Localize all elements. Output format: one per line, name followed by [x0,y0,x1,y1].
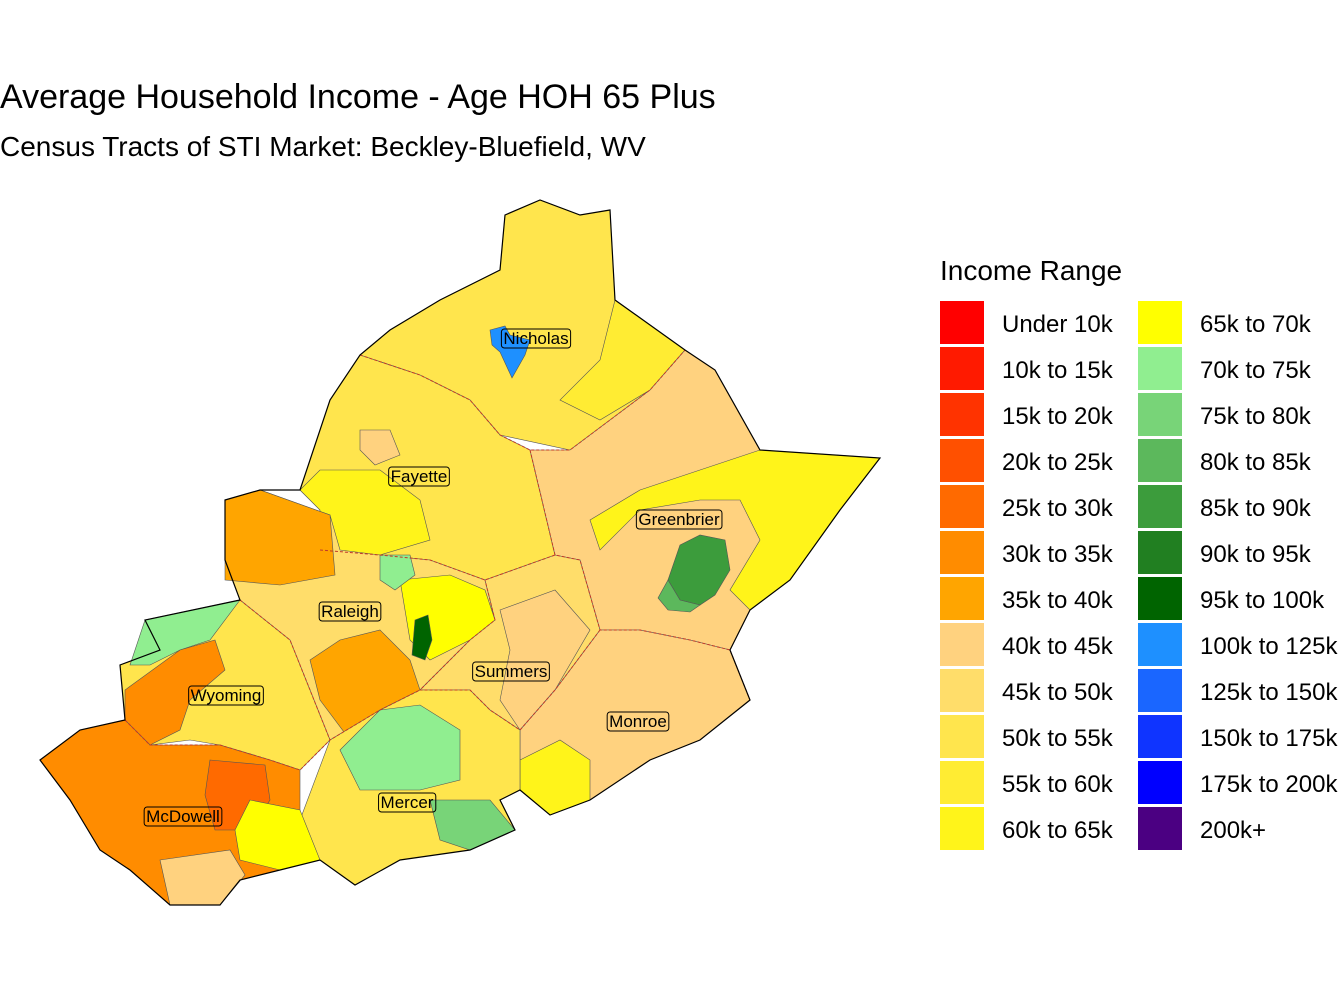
legend-label: 30k to 35k [1002,541,1114,568]
county-label: Mercer [381,793,434,812]
legend-swatch [940,623,984,666]
county-label-box [143,806,223,827]
legend-label: 65k to 70k [1200,311,1312,338]
county-label: McDowell [146,807,220,826]
region [379,554,416,591]
county-label-box [635,509,723,530]
county-label: Summers [475,662,548,681]
legend-label: 40k to 45k [1002,633,1114,660]
county-label-box [318,601,382,622]
legend-label: Under 10k [1002,311,1114,338]
legend-label: 125k to 150k [1200,679,1338,706]
legend-label: 175k to 200k [1200,771,1338,798]
county-border [529,449,751,701]
county-label-box [188,685,264,706]
county-label-box [388,466,450,487]
legend-label: 200k+ [1200,817,1266,844]
county-label: Monroe [609,712,667,731]
county-label: Wyoming [191,686,262,705]
map [39,199,882,906]
legend-swatch [1138,531,1182,574]
legend-swatch [1138,761,1182,804]
legend-label: 25k to 30k [1002,495,1114,522]
legend-label: 10k to 15k [1002,357,1114,384]
legend-label: 70k to 75k [1200,357,1312,384]
county-border [359,349,686,451]
legend-label: 90k to 95k [1200,541,1312,568]
legend-label: 80k to 85k [1200,449,1312,476]
legend-swatch [940,577,984,620]
legend-label: 55k to 60k [1002,771,1114,798]
legend-swatch [1138,439,1182,482]
market-outline [39,199,882,906]
county-label: Fayette [391,467,448,486]
legend-label: 150k to 175k [1200,725,1338,752]
subtitle: Census Tracts of STI Market: Beckley-Blu… [0,131,646,162]
legend-swatch [940,531,984,574]
legend: Under 10k 10k to 15k 15k to 20k 20k to 25k 2… [940,301,1338,850]
region [359,429,401,466]
legend-swatch [1138,669,1182,712]
legend-swatch [940,669,984,712]
legend-swatch [1138,347,1182,390]
legend-swatch [1138,623,1182,666]
county-border [418,579,601,731]
legend-swatch [1138,485,1182,528]
legend-swatch [940,393,984,436]
county-label-box [500,328,572,349]
county-label-box [472,661,550,682]
legend-label: 15k to 20k [1002,403,1114,430]
legend-title: Income Range [940,255,1122,286]
county-label: Greenbrier [638,510,720,529]
county-label-box [606,711,670,732]
legend-label: 45k to 50k [1002,679,1114,706]
legend-label: 75k to 80k [1200,403,1312,430]
county-labels: Nicholas Fayette Greenbrier Raleigh Summers W… [143,328,723,827]
legend-swatch [1138,577,1182,620]
legend-swatch [1138,807,1182,850]
legend-swatch [940,347,984,390]
legend-label: 95k to 100k [1200,587,1325,614]
legend-label: 100k to 125k [1200,633,1338,660]
county-label: Nicholas [503,329,568,348]
legend-label: 60k to 65k [1002,817,1114,844]
legend-label: 85k to 90k [1200,495,1312,522]
legend-swatch [1138,301,1182,344]
county-border [124,719,331,771]
legend-swatch [940,301,984,344]
legend-label: 50k to 55k [1002,725,1114,752]
legend-label: 20k to 25k [1002,449,1114,476]
region [657,579,701,613]
legend-swatch [940,715,984,758]
legend-swatch [1138,715,1182,758]
county-border [319,549,556,581]
region [339,704,461,791]
legend-swatch [940,439,984,482]
county-label: Raleigh [321,602,379,621]
legend-swatch [940,807,984,850]
region [159,849,246,906]
legend-swatch [1138,393,1182,436]
region [411,614,433,661]
legend-swatch [940,485,984,528]
title: Average Household Income - Age HOH 65 Pl… [0,78,716,116]
county-label-box [378,792,437,813]
legend-label: 35k to 40k [1002,587,1114,614]
legend-swatch [940,761,984,804]
